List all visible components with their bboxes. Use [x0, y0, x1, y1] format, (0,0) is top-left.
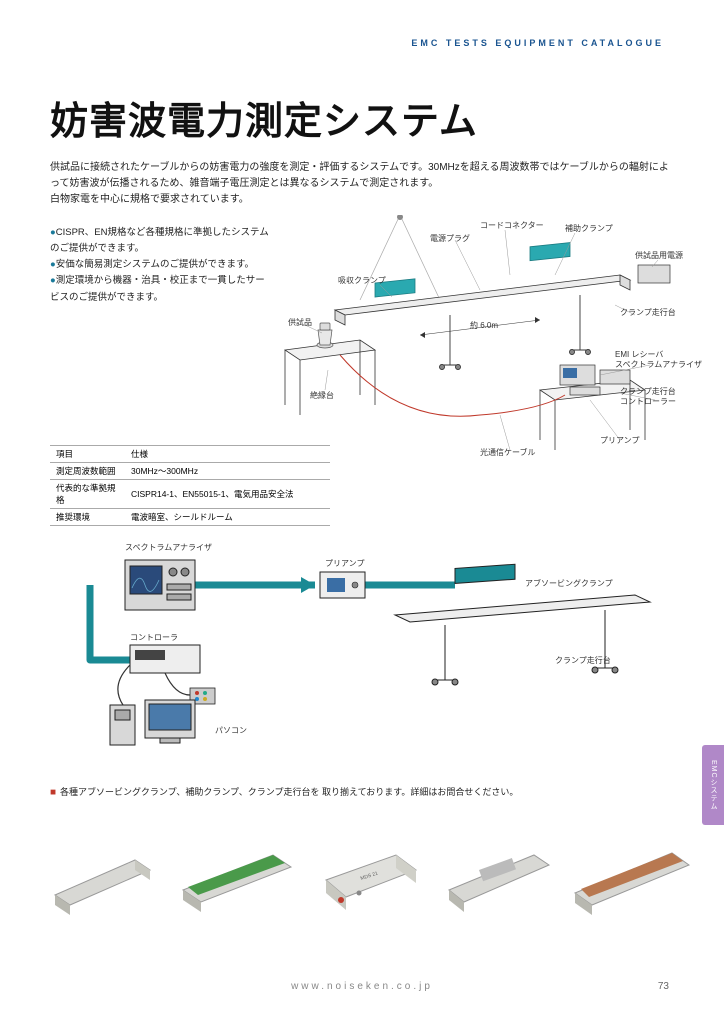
- label-clamp-rail2: クランプ走行台: [555, 655, 611, 666]
- label-cord-connector: コードコネクター: [480, 220, 544, 231]
- catalogue-header: EMC TESTS EQUIPMENT CATALOGUE: [411, 38, 664, 48]
- product-note: ■ 各種アブソービングクランプ、補助クランプ、クランプ走行台を 取り揃えております…: [50, 785, 518, 798]
- label-insulated-table: 絶縁台: [310, 390, 334, 401]
- product-5: [567, 820, 697, 930]
- label-length: 約 6.0m: [470, 320, 498, 331]
- product-images-row: MDS 21: [45, 815, 679, 935]
- label-eut: 供試品: [288, 317, 312, 328]
- label-clamp-rail: クランプ走行台: [620, 307, 676, 318]
- system-diagram-bottom: スペクトラムアナライザ プリアンプ アブソービングクランプ コントローラ クラン…: [75, 540, 665, 750]
- label-absorbing-clamp: アブソービングクランプ: [525, 578, 613, 589]
- label-preamp2: プリアンプ: [325, 558, 364, 569]
- label-controller: コントローラ: [130, 632, 178, 643]
- page-number: 73: [658, 981, 669, 992]
- note-bullet-icon: ■: [50, 787, 56, 798]
- label-pc: パソコン: [215, 725, 247, 736]
- label-clamp-controller: クランプ走行台コントローラー: [620, 387, 676, 406]
- product-2: [173, 820, 303, 930]
- note-text: 各種アブソービングクランプ、補助クランプ、クランプ走行台を 取り揃えております。…: [60, 787, 518, 797]
- label-absorb-clamp: 吸収クランプ: [338, 275, 386, 286]
- label-aux-clamp: 補助クランプ: [565, 223, 613, 234]
- label-emi-receiver: EMI レシーバスペクトラムアナライザ: [615, 350, 702, 369]
- label-eut-power: 供試品用電源: [635, 250, 683, 261]
- feature-list: ●CISPR、EN規格など各種規格に準拠したシステムのご提供ができます。●安価な…: [50, 225, 270, 306]
- label-power-plug: 電源プラグ: [430, 233, 470, 244]
- intro-text: 供試品に接続されたケーブルからの妨害電力の強度を測定・評価するシステムです。30…: [50, 160, 674, 208]
- label-preamp: プリアンプ: [600, 435, 639, 446]
- product-1: [45, 820, 165, 930]
- system-diagram-top: コードコネクター 電源プラグ 補助クランプ 供試品用電源 吸収クランプ 供試品 …: [280, 215, 680, 475]
- product-4: [439, 820, 559, 930]
- page-title: 妨害波電力測定システム: [50, 90, 478, 145]
- footer-url: www.noiseken.co.jp: [0, 981, 724, 992]
- side-tab: EMCシステム: [702, 745, 724, 825]
- label-optical-cable: 光通信ケーブル: [480, 447, 536, 458]
- label-spectrum: スペクトラムアナライザ: [125, 542, 212, 553]
- spec-table: 項目仕様測定周波数範囲30MHz～300MHz代表的な準拠規格CISPR14-1…: [50, 445, 330, 526]
- product-3: MDS 21: [311, 820, 431, 930]
